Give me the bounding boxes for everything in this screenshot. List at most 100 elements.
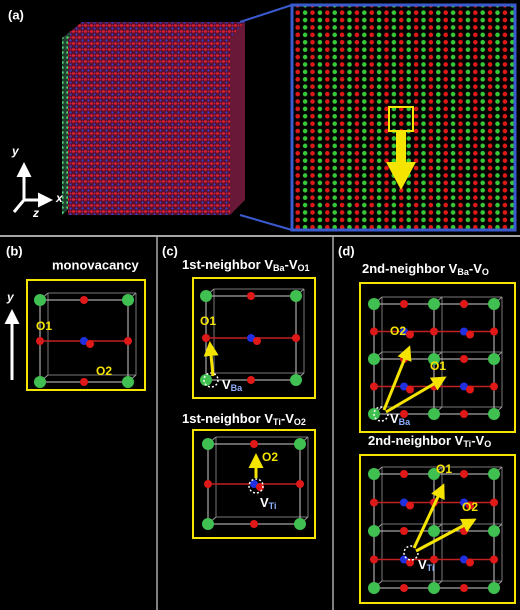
axis-label: z [32,206,39,220]
atom-o [466,501,474,510]
atom-ba [290,374,302,386]
atom-ti [400,498,408,507]
atom-ba [428,408,440,420]
axis-label: x [55,191,64,205]
atom-o [124,337,132,345]
atom-o [296,480,304,488]
atom-label: O1 [36,319,52,333]
cell-box [26,279,146,391]
atom-o [292,334,300,342]
atom-ba [368,468,380,480]
atom-ba [428,353,440,365]
arrow [203,341,219,377]
atom-ti [460,327,468,336]
cube-front [68,38,230,215]
atom-label: O2 [462,500,478,514]
atom-o [490,382,498,391]
atom-o [400,470,408,478]
atom-o [490,555,498,564]
atom-o [490,327,498,336]
atom-ba [368,582,380,594]
atom-ba [428,298,440,310]
panel-label: (c) [162,243,178,258]
crystal-cell [200,288,305,386]
atom-o [406,385,414,394]
axis-label: y [11,144,20,158]
cell-box [192,429,316,539]
panel-label: (d) [338,243,355,258]
atom-ba [428,468,440,480]
panel-title: monovacancy [52,257,139,272]
atom-o [400,527,408,535]
atom-o [406,501,414,510]
atom-o [250,440,258,448]
atom-o [400,300,408,308]
vacancy [203,372,219,388]
atom-o [466,558,474,567]
atom-o [247,292,255,300]
vacancy [373,406,389,422]
panel-label: (b) [6,243,23,258]
atom-o [256,483,264,491]
axes [12,162,53,213]
atom-ba [202,438,214,450]
atom-o [460,355,468,363]
atom-ti [460,555,468,564]
vacancy-label: VBa [222,377,243,393]
atom-o [80,296,88,304]
atom-label: O2 [262,450,278,464]
atom-o [400,410,408,418]
vacancy-label: VTi [260,495,277,511]
atom-ba [488,582,500,594]
atom-o [460,300,468,308]
panel-title: 2nd-neighbor VTi-VO [368,433,491,449]
atom-label: O1 [436,462,452,476]
crystal-cell [368,466,503,594]
crystal-cell [202,436,309,530]
atom-o [250,520,258,528]
atom-o [247,376,255,384]
zoom-line [239,214,293,231]
atom-ba [428,582,440,594]
atom-o [460,470,468,478]
atom-ti [460,498,468,507]
arrow [382,345,412,411]
atom-o [80,378,88,386]
atom-o [253,337,261,345]
zoom-line [239,4,293,23]
atom-o [406,330,414,339]
axis-label: y [6,290,15,304]
atom-ba [368,525,380,537]
atom-ba [488,408,500,420]
atom-o [460,410,468,418]
arrow [385,376,447,414]
atom-ba [122,376,134,388]
atom-ba [202,518,214,530]
atom-ba [34,294,46,306]
atom-ba [368,353,380,365]
atom-ba [122,294,134,306]
vacancy [403,545,419,561]
arrow [386,131,416,190]
cell-box [192,277,316,399]
panel-label: (a) [8,7,24,22]
atom-ba [294,438,306,450]
panel-title: 2nd-neighbor VBa-VO [362,261,489,277]
atom-ti [80,337,88,345]
atom-o [86,340,94,348]
vacancy [248,478,264,494]
atom-ti [247,334,255,342]
cube-top [62,22,245,38]
atom-ti [400,327,408,336]
atom-o [400,584,408,592]
cell-box [359,282,516,433]
atom-ba [290,290,302,302]
cell-box [359,454,516,604]
atom-ba [200,290,212,302]
atom-ba [488,525,500,537]
panel-title: 1st-neighbor VTi-VO2 [182,411,306,427]
crystal-cell [34,292,137,388]
zoom-view [290,3,517,232]
cube-right [230,22,245,215]
